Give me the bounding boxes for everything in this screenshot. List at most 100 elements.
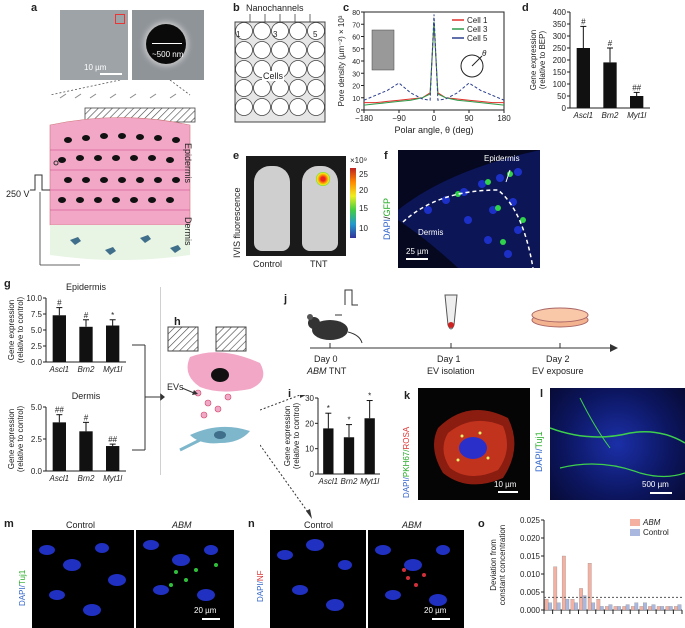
category-label: Myt1l <box>103 474 122 483</box>
panel-label-o: o <box>478 518 485 530</box>
significance-mark: ## <box>632 83 641 92</box>
pore-size-label: ~500 nm <box>152 50 184 59</box>
cells-label: Cells <box>262 71 285 81</box>
y-tick-label: 0.015 <box>520 552 541 561</box>
bar-abm <box>605 606 609 611</box>
y-axis-label: Gene expression(relative to control) <box>7 406 25 473</box>
category-label: Ascl1 <box>318 477 339 486</box>
ev-schematic <box>160 287 264 475</box>
y-tick-label: 0.0 <box>31 358 43 367</box>
f-stain-sep: / <box>382 216 392 219</box>
y-tick-label: 5.0 <box>31 326 43 335</box>
k-stain-rosa: ROSA <box>402 426 411 450</box>
m-scale-label: 20 µm <box>194 606 217 615</box>
significance-mark: ## <box>108 435 117 444</box>
bar-control <box>677 604 682 611</box>
cell-circle <box>253 98 271 116</box>
deviation-chart: 0.000 0.005 0.010 0.015 0.020 0.025 ABMControl… <box>489 516 683 615</box>
significance-mark: * <box>327 404 330 413</box>
ev-expression-chart: 0 10 20 30 * Ascl1 * Brn2 * Myt1l Gene expression(… <box>283 392 380 486</box>
m-abm-image: 20 µm <box>136 530 234 628</box>
y-tick-label: 150 <box>553 68 567 77</box>
significance-mark: * <box>111 311 114 320</box>
bar-control <box>556 602 561 611</box>
dermis-expression-chart: 0.0 2.5 5.0 ## Ascl1 # Brn2 ## Myt1l Dermis Gene e… <box>7 391 126 483</box>
legend-label: ABM <box>642 518 661 527</box>
channel-5-label: 5 <box>313 30 318 39</box>
y-tick-label: 10 <box>305 445 314 454</box>
bar-control <box>591 602 596 611</box>
y-axis-label: Gene expression(relative to control) <box>283 403 301 470</box>
bar <box>52 315 66 362</box>
category-label: Ascl1 <box>49 474 70 483</box>
cell-circle <box>307 79 325 97</box>
legend-swatch <box>630 519 640 526</box>
l-stain-label: DAPI/Tuj1 <box>534 431 544 472</box>
y-tick-label: 0.005 <box>520 588 541 597</box>
cell-circle <box>289 79 307 97</box>
y-tick-label: 0.0 <box>31 467 43 476</box>
k-stain-label: DAPI/PKH67/ROSA <box>402 427 411 498</box>
x-tick-label: −180 <box>355 114 374 123</box>
bar <box>630 96 644 108</box>
bar-abm <box>665 606 670 611</box>
y-tick-label: 0 <box>310 470 315 479</box>
cell-circle <box>235 98 253 116</box>
ivis-tnt-label: TNT <box>310 259 328 269</box>
y-tick-label: 10.0 <box>26 294 42 303</box>
x-tick-label: 180 <box>497 114 511 123</box>
x-axis-label: Polar angle, θ (deg) <box>394 125 473 135</box>
cell-circle <box>307 41 325 59</box>
bar-abm <box>674 606 678 611</box>
bar-abm <box>648 606 652 611</box>
panel-label-g: g <box>4 278 11 290</box>
y-tick-label: 0.020 <box>520 534 541 543</box>
panel-label-b: b <box>233 2 240 14</box>
chart-title: Epidermis <box>66 282 107 292</box>
cell-circle <box>235 60 253 78</box>
bar-control <box>599 606 604 611</box>
y-tick-label: 50 <box>557 92 566 101</box>
cell-circle <box>307 22 325 40</box>
panel-label-i: i <box>288 388 292 400</box>
n-abm-image: 20 µm <box>368 530 464 628</box>
bar-abm <box>656 606 661 611</box>
ivis-colorbar <box>350 168 356 238</box>
bar <box>364 418 375 474</box>
k-stain-dapi: DAPI/ <box>402 477 411 498</box>
n-abm-label: ABM <box>402 520 422 530</box>
bar-abm <box>570 599 575 611</box>
panel-label-l: l <box>540 388 544 400</box>
category-label: Ascl1 <box>49 365 70 374</box>
sem-scale-label: 10 µm <box>84 63 107 72</box>
bar <box>79 431 93 471</box>
y-tick-label: 350 <box>553 20 567 29</box>
bar <box>52 422 66 471</box>
dermis-label: Dermis <box>183 217 193 246</box>
m-stain-label: DAPI/Tuj1 <box>18 570 27 606</box>
day0-sub: ABM TNT <box>307 366 346 376</box>
significance-mark: # <box>608 39 613 48</box>
bar-abm <box>561 555 566 611</box>
n-stain-nf: NF <box>256 570 265 582</box>
bar-control <box>625 604 630 611</box>
legend-label: Cell 1 <box>467 16 488 25</box>
y-tick-label: 300 <box>553 32 567 41</box>
legend-swatch <box>630 529 640 536</box>
cell-circle <box>253 22 271 40</box>
cell-circle <box>289 98 307 116</box>
panel-label-f: f <box>384 150 388 162</box>
y-tick-label: 200 <box>553 56 567 65</box>
x-tick-label: 0 <box>432 114 437 123</box>
m-control-image <box>32 530 134 628</box>
m-stain-tuj: Tuj1 <box>18 569 27 586</box>
epidermis-expression-chart: 0.0 2.5 5.0 7.5 10.0 # Ascl1 # Brn2 * Myt1l Epiderm… <box>7 282 126 374</box>
category-label: Brn2 <box>78 474 95 483</box>
y-tick-label: 40 <box>352 59 360 66</box>
y-tick-label: 20 <box>305 419 314 428</box>
y-tick-label: 0.010 <box>520 570 541 579</box>
k-scale-label: 10 µm <box>494 480 517 489</box>
g-to-h-arrow <box>132 344 165 451</box>
k-fluorescence-image: 10 µm <box>418 388 530 500</box>
